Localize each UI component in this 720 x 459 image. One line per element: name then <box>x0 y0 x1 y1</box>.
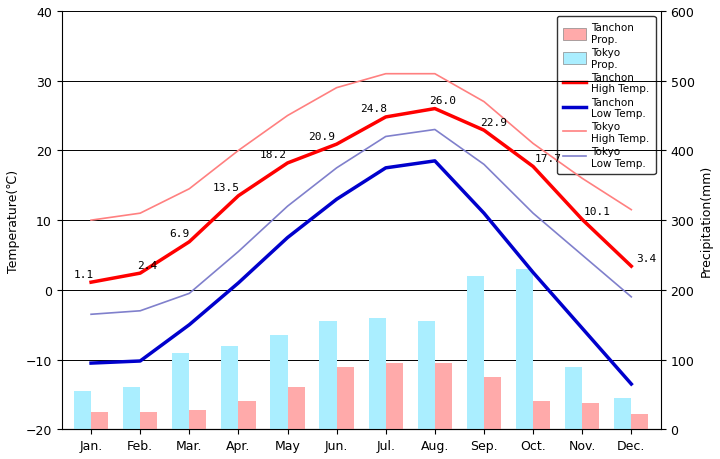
Bar <box>614 398 631 430</box>
Bar <box>74 391 91 430</box>
Bar <box>533 402 550 430</box>
Bar <box>435 363 452 430</box>
Text: 6.9: 6.9 <box>169 229 189 239</box>
Legend: Tanchon
Prop., Tokyo
Prop., Tanchon
High Temp., Tanchon
Low Temp., Tokyo
High Te: Tanchon Prop., Tokyo Prop., Tanchon High… <box>557 17 656 174</box>
Text: 22.9: 22.9 <box>480 118 508 127</box>
Bar <box>172 353 189 430</box>
Bar <box>270 336 287 430</box>
Bar <box>287 388 305 430</box>
Text: 2.4: 2.4 <box>138 260 158 270</box>
Bar <box>221 346 238 430</box>
Text: 17.7: 17.7 <box>534 153 562 163</box>
Bar <box>320 322 337 430</box>
Bar <box>386 363 403 430</box>
Bar <box>238 402 256 430</box>
Text: 18.2: 18.2 <box>259 150 287 160</box>
Bar <box>369 318 386 430</box>
Text: 10.1: 10.1 <box>583 207 611 216</box>
Bar <box>631 414 649 430</box>
Y-axis label: Precipitation(mm): Precipitation(mm) <box>700 165 713 277</box>
Bar <box>140 412 158 430</box>
Bar <box>467 276 484 430</box>
Text: 26.0: 26.0 <box>428 96 456 106</box>
Bar <box>91 412 108 430</box>
Text: 20.9: 20.9 <box>308 131 336 141</box>
Bar <box>189 410 207 430</box>
Text: 1.1: 1.1 <box>73 269 94 279</box>
Y-axis label: Temperature(℃): Temperature(℃) <box>7 169 20 272</box>
Bar <box>582 403 599 430</box>
Bar <box>516 269 533 430</box>
Text: 3.4: 3.4 <box>636 253 656 263</box>
Text: 13.5: 13.5 <box>212 183 240 193</box>
Bar <box>123 388 140 430</box>
Bar <box>337 367 354 430</box>
Text: 24.8: 24.8 <box>360 104 387 114</box>
Bar <box>418 322 435 430</box>
Bar <box>484 377 501 430</box>
Bar <box>565 367 582 430</box>
